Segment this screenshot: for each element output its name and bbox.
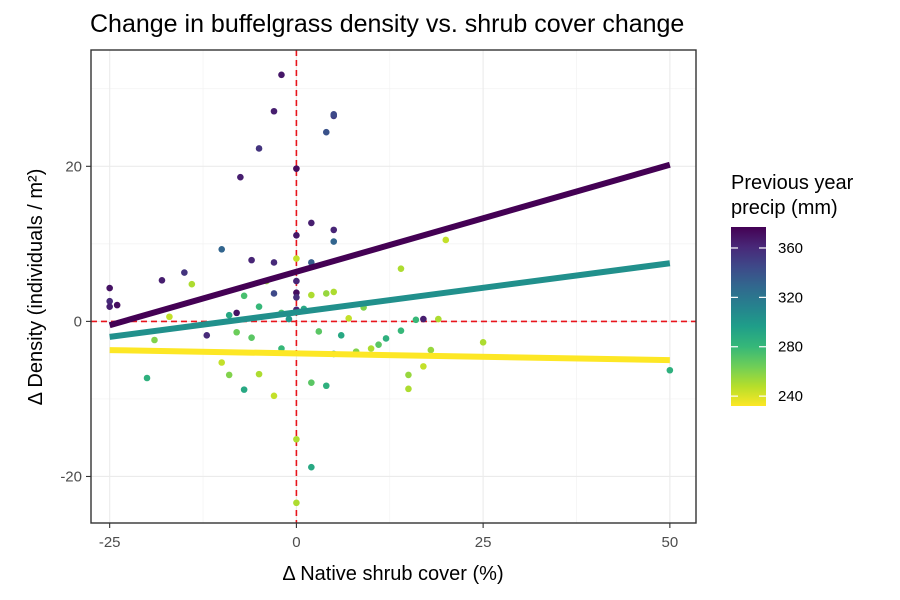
- data-point: [225, 311, 233, 319]
- plot-panel: [90, 49, 697, 524]
- data-point: [218, 359, 226, 366]
- data-point: [322, 290, 330, 297]
- legend-tick-label: 240: [778, 388, 803, 405]
- panel-background: [91, 50, 696, 523]
- data-point: [367, 345, 375, 352]
- data-point: [345, 314, 352, 322]
- reference-lines: [91, 50, 696, 523]
- y-tick-label: 20: [65, 158, 82, 175]
- data-point: [270, 107, 278, 115]
- data-point: [255, 370, 263, 378]
- data-point: [218, 245, 226, 253]
- data-point: [308, 379, 315, 386]
- x-axis-title: Δ Native shrub cover (%): [282, 563, 503, 585]
- data-point: [293, 165, 300, 172]
- data-point: [322, 382, 330, 390]
- data-point: [293, 294, 300, 301]
- data-point: [225, 371, 233, 379]
- data-point: [420, 363, 427, 370]
- data-point: [479, 339, 487, 346]
- data-point: [435, 315, 442, 323]
- data-point: [308, 463, 315, 471]
- x-tick-label: 25: [475, 534, 492, 551]
- data-point: [158, 276, 166, 284]
- data-point: [405, 385, 412, 393]
- fit-line-240: [109, 347, 670, 364]
- data-point: [308, 291, 315, 299]
- data-point: [397, 327, 405, 334]
- data-point: [188, 280, 196, 288]
- data-point: [113, 301, 121, 309]
- x-axis: -25 0 25 50: [99, 523, 678, 551]
- data-point: [427, 346, 435, 354]
- data-point: [397, 265, 405, 272]
- x-tick-label: 50: [662, 534, 679, 551]
- data-point: [237, 173, 244, 181]
- data-point: [442, 236, 450, 244]
- data-point: [248, 334, 255, 341]
- y-tick-label: 0: [74, 313, 82, 330]
- data-point: [143, 374, 151, 382]
- x-tick-label: 0: [292, 534, 300, 551]
- data-point: [181, 269, 188, 276]
- data-point: [293, 277, 300, 285]
- data-point: [315, 328, 323, 335]
- legend-colorbar: [731, 227, 766, 406]
- data-point: [293, 255, 300, 262]
- legend-tick-label: 360: [778, 240, 803, 257]
- data-point: [405, 371, 412, 379]
- y-tick-label: -20: [60, 468, 82, 485]
- chart-title: Change in buffelgrass density vs. shrub …: [90, 10, 684, 38]
- data-point: [203, 332, 211, 339]
- x-tick-label: -25: [99, 534, 121, 551]
- data-point: [166, 313, 173, 321]
- fit-line-310: [109, 260, 671, 340]
- data-point: [375, 341, 382, 348]
- legend-title-line-2: precip (mm): [731, 197, 838, 219]
- data-point: [270, 392, 278, 400]
- data-point: [420, 315, 427, 323]
- data-point: [233, 328, 240, 336]
- y-axis: -20 0 20: [60, 158, 91, 485]
- data-point: [293, 435, 300, 443]
- data-point: [240, 292, 248, 300]
- data-point: [240, 386, 248, 393]
- data-point: [270, 259, 278, 266]
- data-point: [330, 226, 338, 234]
- panel-border: [90, 49, 697, 524]
- legend-tick-label: 320: [778, 289, 803, 306]
- legend-tick-label: 280: [778, 339, 803, 356]
- fit-line-375: [108, 161, 671, 329]
- data-point: [322, 128, 330, 136]
- legend: Previous year precip (mm) 240 280 320 360: [731, 172, 854, 406]
- fit-lines: [108, 161, 671, 364]
- data-point: [382, 335, 390, 342]
- data-point: [412, 316, 420, 324]
- data-point: [308, 219, 315, 227]
- data-point: [293, 499, 300, 507]
- data-point: [106, 303, 113, 310]
- data-point: [285, 315, 293, 323]
- legend-ticks: 240 280 320 360: [731, 240, 803, 405]
- data-point: [330, 238, 338, 245]
- data-point: [330, 288, 338, 296]
- data-point: [293, 232, 300, 239]
- data-point: [106, 297, 113, 305]
- data-point: [666, 366, 674, 374]
- data-point: [330, 111, 338, 118]
- data-point: [278, 71, 285, 79]
- data-point: [233, 309, 240, 317]
- data-point: [270, 290, 278, 297]
- data-point: [293, 289, 300, 297]
- data-point: [337, 332, 345, 339]
- y-axis-title: Δ Density (individuals / m²): [25, 169, 47, 406]
- data-point: [151, 336, 158, 344]
- legend-title-line-1: Previous year: [731, 172, 854, 194]
- data-point: [106, 284, 113, 292]
- data-point: [255, 145, 263, 152]
- data-point: [255, 303, 263, 310]
- data-point: [248, 256, 255, 264]
